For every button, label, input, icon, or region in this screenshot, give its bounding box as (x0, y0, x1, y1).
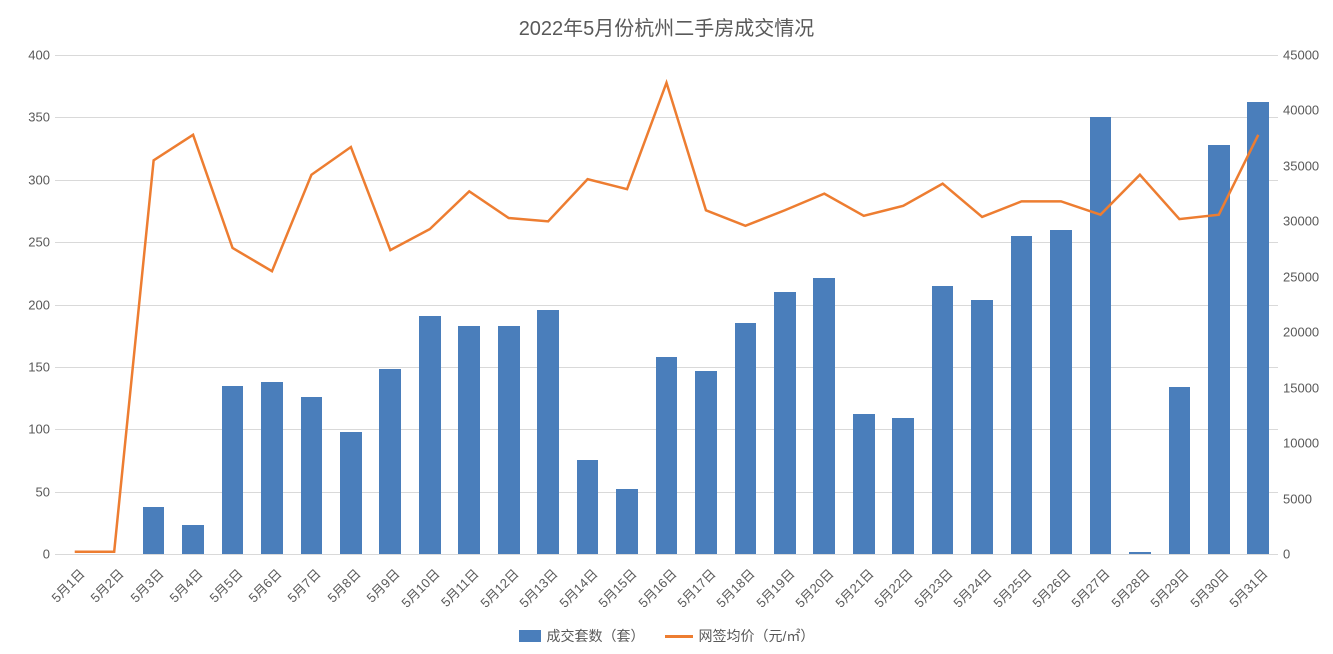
y-right-tick: 30000 (1283, 214, 1333, 229)
line-series (75, 83, 1259, 552)
legend-label-line: 网签均价（元/㎡） (699, 626, 815, 646)
plot-area: 5月1日5月2日5月3日5月4日5月5日5月6日5月7日5月8日5月9日5月10… (55, 55, 1278, 554)
y-left-tick: 350 (5, 110, 50, 125)
y-left-tick: 250 (5, 235, 50, 250)
y-right-tick: 45000 (1283, 48, 1333, 63)
line-legend-icon (665, 635, 693, 638)
y-right-tick: 35000 (1283, 158, 1333, 173)
bar-legend-icon (519, 630, 541, 642)
y-right-tick: 15000 (1283, 380, 1333, 395)
legend-label-bar: 成交套数（套） (547, 626, 645, 646)
y-right-tick: 20000 (1283, 325, 1333, 340)
legend: 成交套数（套） 网签均价（元/㎡） (0, 626, 1333, 646)
y-right-tick: 5000 (1283, 491, 1333, 506)
y-left-tick: 100 (5, 422, 50, 437)
y-left-tick: 300 (5, 172, 50, 187)
line-svg (55, 55, 1278, 554)
y-left-tick: 150 (5, 359, 50, 374)
chart-title: 2022年5月份杭州二手房成交情况 (0, 12, 1333, 41)
y-right-tick: 0 (1283, 547, 1333, 562)
y-left-tick: 0 (5, 547, 50, 562)
y-right-tick: 10000 (1283, 436, 1333, 451)
y-left-tick: 400 (5, 48, 50, 63)
y-left-tick: 200 (5, 297, 50, 312)
chart-container: 2022年5月份杭州二手房成交情况 5月1日5月2日5月3日5月4日5月5日5月… (0, 0, 1333, 654)
y-right-tick: 25000 (1283, 269, 1333, 284)
legend-item-line: 网签均价（元/㎡） (665, 626, 815, 646)
legend-item-bar: 成交套数（套） (519, 626, 645, 646)
y-right-tick: 40000 (1283, 103, 1333, 118)
y-left-tick: 50 (5, 484, 50, 499)
gridline (55, 554, 1278, 555)
